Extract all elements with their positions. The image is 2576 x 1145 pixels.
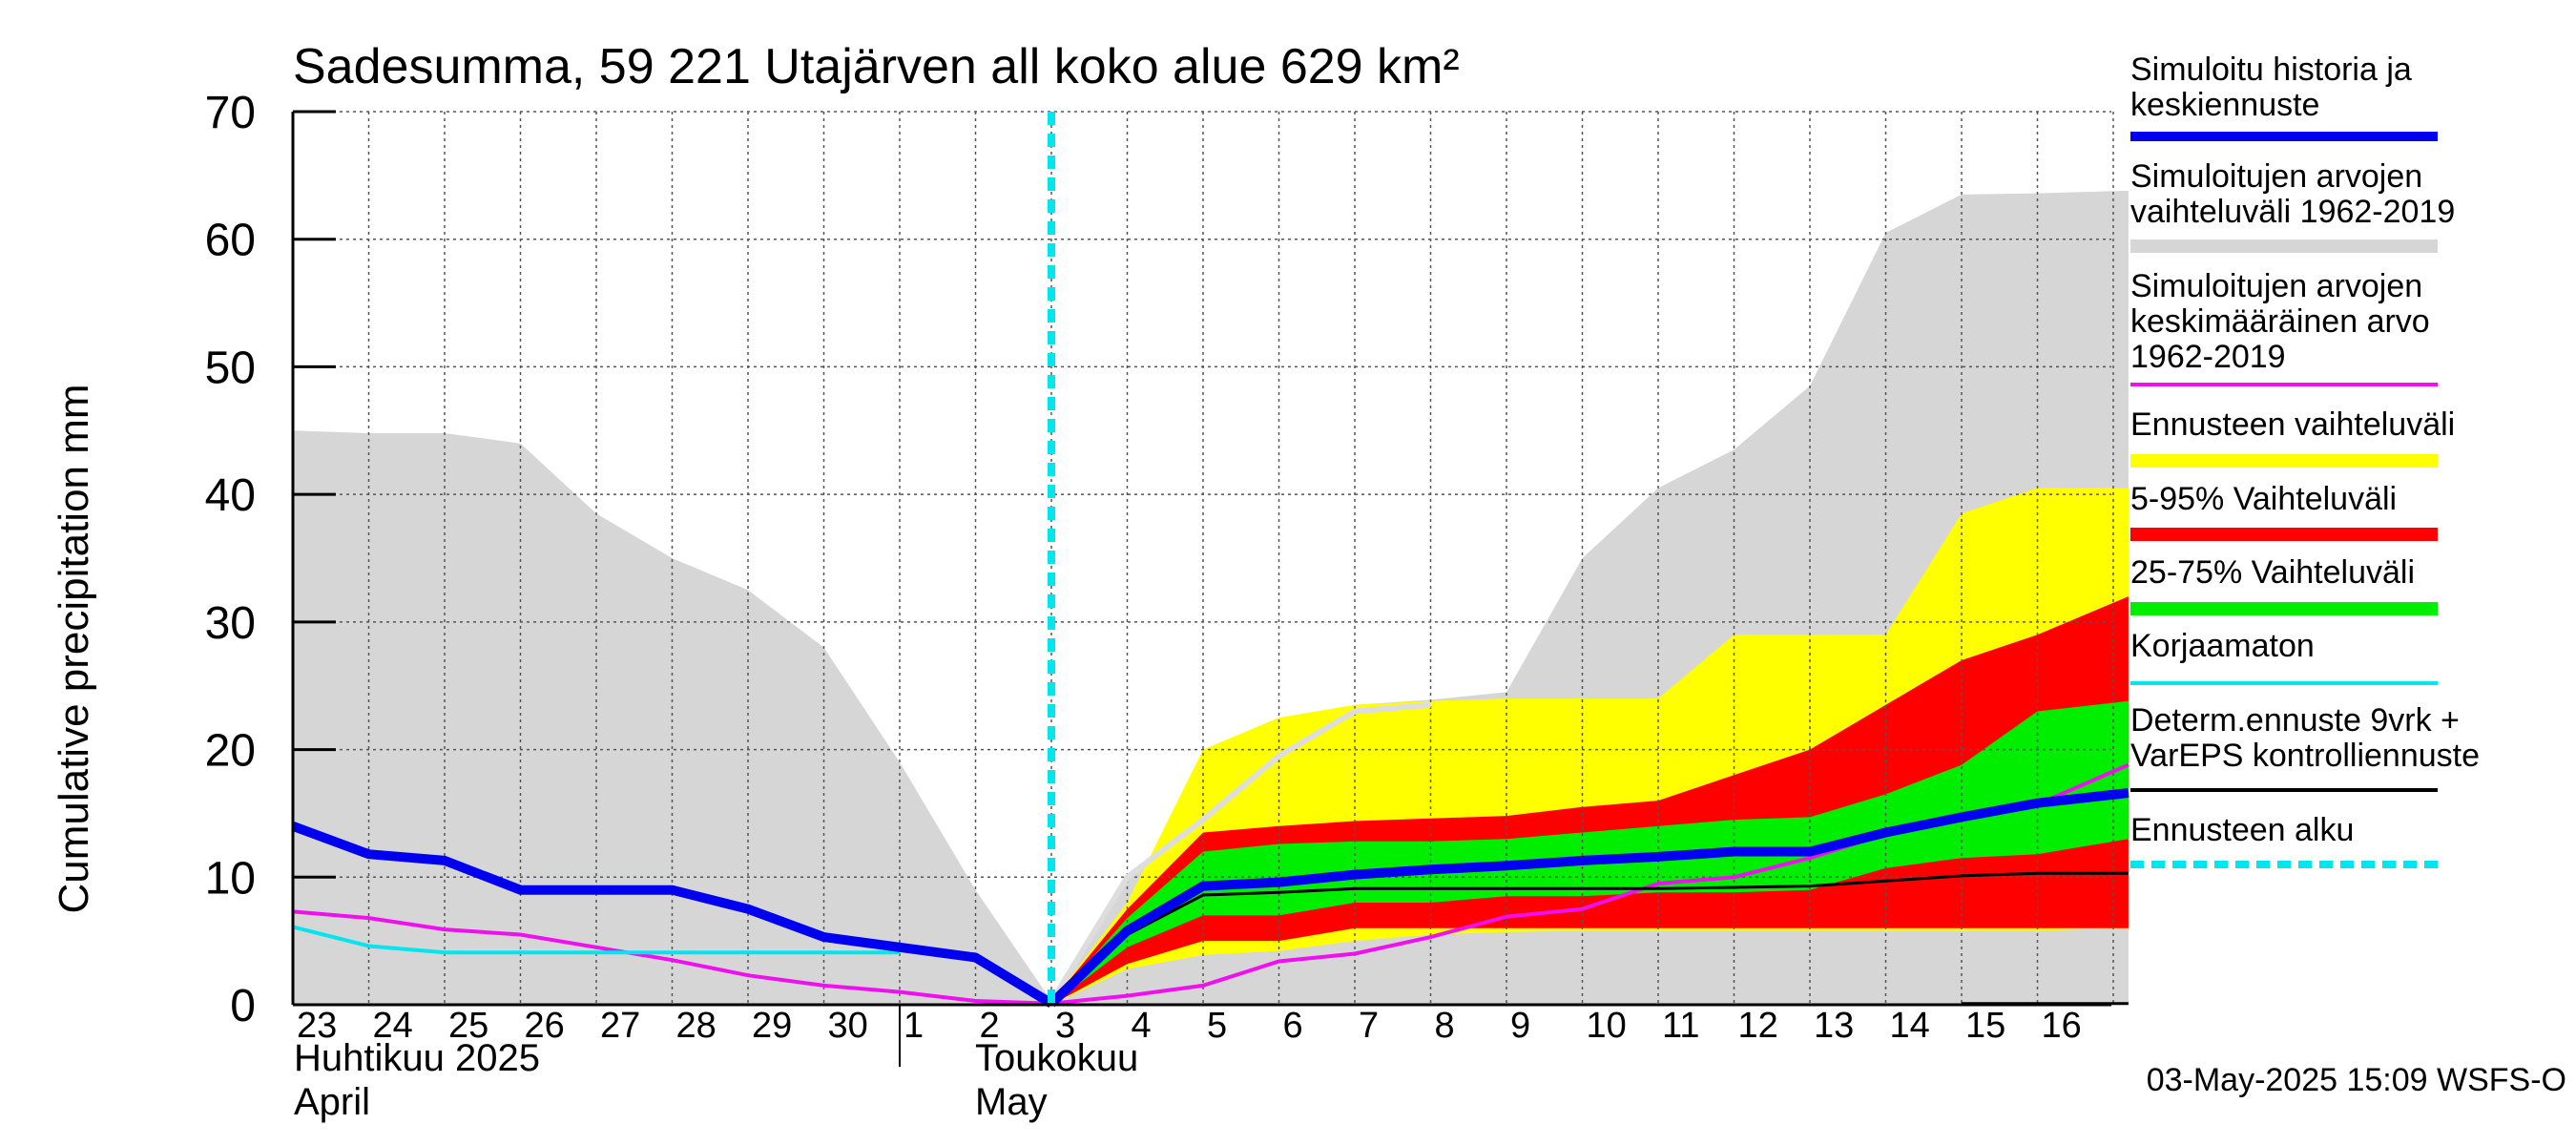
y-axis-label: Cumulative precipitation mm bbox=[51, 384, 97, 913]
line-determ-forecast bbox=[1049, 871, 2129, 1007]
x-tick-label: 27 bbox=[600, 1006, 640, 1046]
legend-label: Determ.ennuste 9vrk + bbox=[2130, 702, 2460, 739]
y-tick-label: 70 bbox=[205, 88, 256, 138]
line-median-forecast bbox=[1048, 788, 2129, 1008]
x-tick-label: 14 bbox=[1890, 1006, 1930, 1046]
x-tick-label: 26 bbox=[525, 1006, 565, 1046]
legend-label: 1962-2019 bbox=[2130, 339, 2286, 375]
x-tick-label: 12 bbox=[1738, 1006, 1778, 1046]
line-history bbox=[291, 822, 1054, 1008]
x-tick-label: 4 bbox=[1132, 1006, 1152, 1046]
x-tick-label: 7 bbox=[1359, 1006, 1379, 1046]
line-sim-mean bbox=[292, 762, 2129, 1006]
month-label-april-fi: Huhtikuu 2025 bbox=[294, 1037, 540, 1079]
y-tick-label: 40 bbox=[205, 470, 256, 521]
x-tick-label: 28 bbox=[676, 1006, 717, 1046]
x-tick-label: 15 bbox=[1965, 1006, 2005, 1046]
x-tick-label: 25 bbox=[448, 1006, 488, 1046]
y-tick-label: 30 bbox=[205, 598, 256, 649]
x-tick-label: 3 bbox=[1055, 1006, 1075, 1046]
legend-label: keskimääräinen arvo bbox=[2130, 303, 2430, 340]
x-tick-label: 24 bbox=[373, 1006, 413, 1046]
p25-75-band bbox=[1051, 700, 2129, 1005]
y-tick-label: 20 bbox=[205, 726, 256, 777]
timestamp-footer: 03-May-2025 15:09 WSFS-O bbox=[2147, 1062, 2566, 1098]
x-tick-label: 6 bbox=[1283, 1006, 1303, 1046]
legend-label: keskiennuste bbox=[2130, 87, 2319, 123]
x-tick-label: 1 bbox=[904, 1006, 924, 1046]
legend-label: VarEPS kontrolliennuste bbox=[2130, 738, 2480, 774]
legend-label: Ennusteen alku bbox=[2130, 812, 2354, 848]
legend-label: Ennusteen vaihteluväli bbox=[2130, 406, 2455, 443]
x-tick-label: 8 bbox=[1435, 1006, 1455, 1046]
legend-label: 25-75% Vaihteluväli bbox=[2130, 554, 2415, 591]
x-tick-label: 29 bbox=[752, 1006, 792, 1046]
x-tick-label: 2 bbox=[980, 1006, 1000, 1046]
y-tick-label: 10 bbox=[205, 853, 256, 904]
y-tick-label: 0 bbox=[230, 981, 256, 1031]
x-tick-label: 10 bbox=[1587, 1006, 1627, 1046]
legend-label: Simuloitujen arvojen bbox=[2130, 158, 2422, 195]
y-tick-label: 50 bbox=[205, 343, 256, 393]
legend-label: 5-95% Vaihteluväli bbox=[2130, 481, 2397, 517]
x-tick-label: 13 bbox=[1814, 1006, 1854, 1046]
x-tick-label: 5 bbox=[1207, 1006, 1227, 1046]
y-axis-labels: 0 10 20 30 40 50 60 70 bbox=[205, 88, 256, 1031]
x-axis-labels: 23 24 25 26 27 28 29 30 1 2 3 4 5 6 7 8 9 10 11 12 13 14 15 16 bbox=[297, 1006, 2082, 1046]
x-tick-label: 11 bbox=[1662, 1006, 1699, 1046]
x-tick-label: 23 bbox=[297, 1006, 337, 1046]
month-label-april-en: April bbox=[294, 1081, 370, 1123]
x-tick-label: 9 bbox=[1510, 1006, 1530, 1046]
legend-label: Korjaamaton bbox=[2130, 628, 2315, 664]
line-korjaamaton bbox=[292, 925, 900, 955]
plot-area bbox=[291, 110, 2129, 1067]
y-tick-label: 60 bbox=[205, 216, 256, 266]
month-label-may-en: May bbox=[975, 1081, 1048, 1123]
month-label-may-fi: Toukokuu bbox=[975, 1037, 1138, 1079]
legend-label: Simuloitujen arvojen bbox=[2130, 268, 2422, 304]
x-tick-label: 30 bbox=[828, 1006, 868, 1046]
line-sim-range-trace bbox=[1049, 701, 1431, 1004]
x-tick-label: 16 bbox=[2042, 1006, 2082, 1046]
legend-label: vaihteluväli 1962-2019 bbox=[2130, 194, 2455, 230]
legend-label: Simuloitu historia ja bbox=[2130, 52, 2412, 88]
chart-title: Sadesumma, 59 221 Utajärven all koko alu… bbox=[293, 39, 1460, 94]
